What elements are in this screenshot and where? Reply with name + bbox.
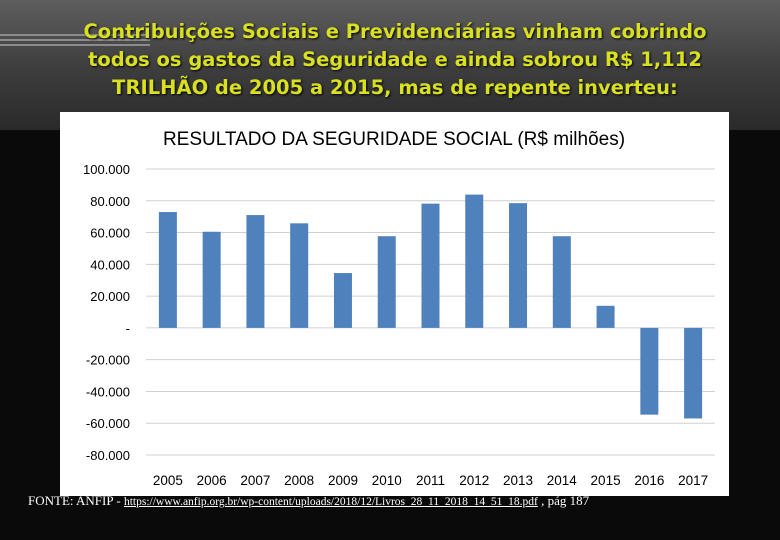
y-tick-label: -80.000 <box>86 448 130 463</box>
source-footer: FONTE: ANFIP - https://www.anfip.org.br/… <box>28 493 778 509</box>
bar-2005 <box>158 212 177 328</box>
slide-title-line-2: todos os gastos da Seguridade e ainda so… <box>88 48 702 71</box>
bar-2007 <box>246 215 265 328</box>
x-tick-label: 2015 <box>591 473 621 488</box>
bar-2008 <box>290 223 309 328</box>
x-tick-label: 2008 <box>284 473 314 488</box>
slide-title-line-3: TRILHÃO de 2005 a 2015, mas de repente i… <box>112 76 678 99</box>
y-tick-label: -20.000 <box>86 353 130 368</box>
bar-2006 <box>202 231 221 328</box>
title-band <box>0 0 780 130</box>
decorative-lines <box>0 34 150 48</box>
x-tick-label: 2010 <box>372 473 402 488</box>
gridlines <box>146 168 715 456</box>
bar-2010 <box>377 236 396 328</box>
chart-area: RESULTADO DA SEGURIDADE SOCIAL (R$ milhõ… <box>60 112 729 496</box>
slide-title-line-1: Contribuições Sociais e Previdenciárias … <box>83 20 707 43</box>
x-tick-label: 2014 <box>547 473 578 488</box>
x-tick-label: 2005 <box>153 473 183 488</box>
bar-2017 <box>684 327 703 419</box>
x-tick-label: 2009 <box>328 473 358 488</box>
x-tick-label: 2012 <box>459 473 489 488</box>
x-tick-label: 2013 <box>503 473 533 488</box>
x-tick-label: 2006 <box>197 473 227 488</box>
y-tick-label: -60.000 <box>86 416 130 431</box>
bar-chart: RESULTADO DA SEGURIDADE SOCIAL (R$ milhõ… <box>83 129 715 488</box>
chart-title: RESULTADO DA SEGURIDADE SOCIAL (R$ milhõ… <box>163 129 625 150</box>
x-tick-label: 2011 <box>416 473 445 488</box>
x-axis-tick-labels: 2005 2006 2007 2008 2009 2010 2011 2012 2013 2014… <box>153 473 708 488</box>
y-tick-label: - <box>126 321 130 336</box>
x-tick-label: 2017 <box>678 473 708 488</box>
bar-2014 <box>552 236 571 328</box>
y-tick-label: 60.000 <box>90 226 130 241</box>
bars <box>158 194 703 419</box>
bar-2012 <box>465 194 484 328</box>
source-link[interactable]: https://www.anfip.org.br/wp-content/uplo… <box>123 496 538 508</box>
y-axis-tick-labels: 100.000 80.000 60.000 40.000 20.000 - -20.000 -… <box>83 162 130 463</box>
y-tick-label: 40.000 <box>90 257 130 272</box>
bar-2016 <box>640 327 659 415</box>
x-tick-label: 2016 <box>634 473 664 488</box>
source-suffix: , pág 187 <box>537 493 590 508</box>
bar-2011 <box>421 203 440 328</box>
bar-2015 <box>596 305 615 328</box>
source-prefix: FONTE: ANFIP - <box>28 493 124 508</box>
y-tick-label: 100.000 <box>83 162 130 177</box>
y-tick-label: 20.000 <box>90 289 130 304</box>
slide-title: Contribuições Sociais e Previdenciárias … <box>40 18 750 102</box>
x-tick-label: 2007 <box>240 473 270 488</box>
y-tick-label: 80.000 <box>90 194 130 209</box>
bar-2013 <box>509 203 528 328</box>
bar-2009 <box>333 273 352 328</box>
y-tick-label: -40.000 <box>86 384 130 399</box>
